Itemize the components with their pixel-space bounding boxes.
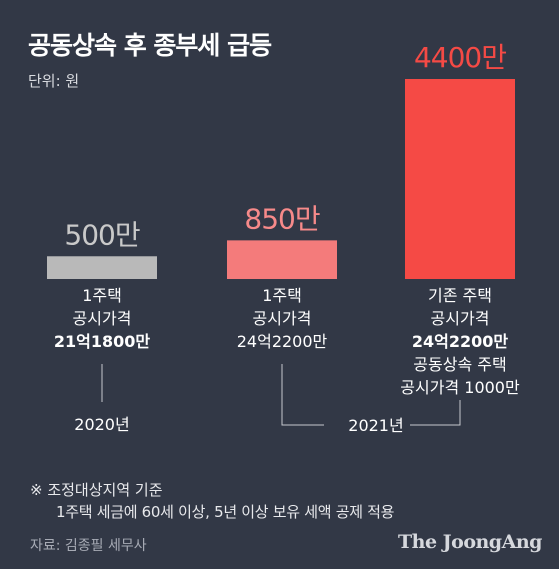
category-label-2-line-1: 1주택: [262, 286, 302, 305]
year-label-2: 2021년: [348, 416, 403, 435]
category-label-3-line-5: 공시가격 1000만: [400, 378, 520, 397]
category-label-2-line-3: 24억2200만: [237, 332, 328, 351]
bar-1: [47, 256, 157, 279]
source-label: 자료: 김종필 세무사: [30, 538, 147, 554]
value-label-2: 850만: [244, 202, 319, 235]
publisher-logo: The JoongAng: [398, 531, 542, 553]
category-label-1-line-2: 공시가격: [73, 309, 132, 328]
category-label-1-line-1: 1주택: [82, 286, 122, 305]
year-label-1: 2020년: [74, 415, 129, 434]
category-label-3-line-1: 기존 주택: [428, 286, 492, 305]
category-label-3-line-2: 공시가격: [431, 309, 490, 328]
year-connector-2021: [281, 364, 461, 426]
bar-3: [405, 79, 515, 279]
value-label-1: 500만: [64, 218, 139, 251]
category-label-1-line-3: 21억1800만: [54, 332, 151, 351]
category-label-3-line-4: 공동상속 주택: [413, 355, 506, 374]
page-title: 공동상속 후 종부세 급등: [28, 31, 272, 60]
bar-2: [227, 240, 337, 279]
value-label-3: 4400만: [414, 41, 506, 74]
note-body: 1주택 세금에 60세 이상, 5년 이상 보유 세액 공제 적용: [56, 503, 395, 521]
note-title: ※ 조정대상지역 기준: [30, 481, 163, 499]
unit-label: 단위: 원: [28, 72, 80, 90]
category-label-3-line-3: 24억2200만: [412, 332, 509, 351]
category-label-2-line-2: 공시가격: [253, 309, 312, 328]
